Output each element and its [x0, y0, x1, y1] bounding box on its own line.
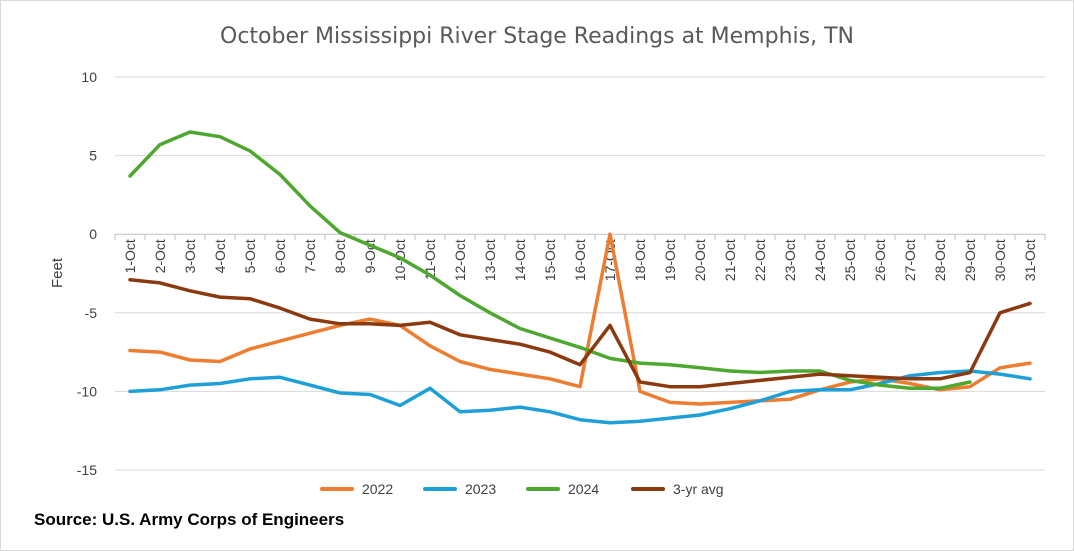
x-tick-label: 16-Oct [572, 239, 588, 281]
x-tick-label: 23-Oct [782, 239, 798, 281]
x-tick-label: 18-Oct [632, 239, 648, 281]
x-tick-label: 15-Oct [542, 239, 558, 281]
x-tick-label: 24-Oct [812, 239, 828, 281]
legend: 2022 2023 2024 3-yr avg [320, 481, 724, 497]
x-tick-label: 11-Oct [422, 239, 438, 280]
x-tick-label: 8-Oct [332, 239, 348, 273]
x-tick-label: 2-Oct [152, 239, 168, 273]
x-tick-label: 29-Oct [962, 239, 978, 281]
series-lines [128, 130, 1032, 425]
x-tick-label: 14-Oct [512, 239, 528, 281]
x-tick-label: 5-Oct [242, 239, 258, 273]
x-tick-label: 27-Oct [902, 239, 918, 281]
chart-title: October Mississippi River Stage Readings… [220, 24, 854, 49]
y-tick-label: -5 [85, 305, 98, 321]
y-axis-ticks: 10 5 0 -5 -10 -15 [77, 69, 97, 478]
legend-item: 2023 [423, 481, 496, 497]
legend-item: 3-yr avg [631, 481, 724, 497]
source-note: Source: U.S. Army Corps of Engineers [34, 510, 345, 529]
x-tick-label: 25-Oct [842, 239, 858, 281]
x-tick-label: 12-Oct [452, 239, 468, 281]
x-axis: 1-Oct 2-Oct 3-Oct 4-Oct 5-Oct 6-Oct 7-Oct 8-Oct… [114, 233, 1046, 281]
series-line-3-yr-avg [128, 278, 1032, 389]
y-tick-label: -15 [77, 462, 97, 478]
y-tick-label: 5 [89, 148, 97, 164]
legend-label: 2022 [362, 481, 393, 497]
legend-label: 2024 [568, 481, 599, 497]
x-tick-label: 31-Oct [1022, 239, 1038, 281]
x-tick-label: 1-Oct [122, 239, 138, 273]
x-tick-label: 28-Oct [932, 239, 948, 281]
y-tick-label: 10 [81, 69, 97, 85]
y-axis-label: Feet [49, 257, 66, 288]
x-tick-label: 22-Oct [752, 239, 768, 281]
gridlines [115, 76, 1045, 471]
x-tick-label: 10-Oct [392, 239, 408, 281]
y-tick-label: 0 [89, 226, 97, 242]
x-tick-label: 20-Oct [692, 239, 708, 281]
x-tick-label: 19-Oct [662, 239, 678, 281]
x-tick-label: 4-Oct [212, 239, 228, 273]
x-tick-label: 26-Oct [872, 239, 888, 281]
x-tick-label: 3-Oct [182, 239, 198, 273]
x-tick-label: 21-Oct [722, 239, 738, 281]
x-tick-label: 7-Oct [302, 239, 318, 273]
y-tick-label: -10 [77, 383, 97, 399]
x-tick-label: 13-Oct [482, 239, 498, 281]
x-tick-label: 30-Oct [992, 239, 1008, 281]
x-tick-label: 6-Oct [272, 239, 288, 273]
legend-label: 2023 [465, 481, 496, 497]
legend-item: 2024 [526, 481, 599, 497]
legend-item: 2022 [320, 481, 393, 497]
legend-label: 3-yr avg [673, 481, 724, 497]
